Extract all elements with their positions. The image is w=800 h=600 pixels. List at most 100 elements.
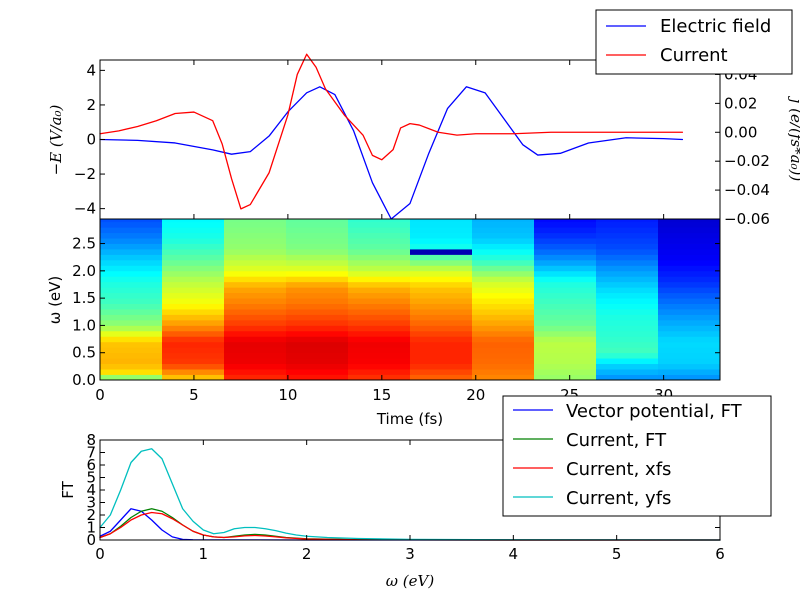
heatmap-cell [658,221,721,228]
heatmap-cell [658,259,721,266]
heatmap-cell [286,270,349,277]
heatmap-cell [286,243,349,250]
heatmap-cell [658,341,721,348]
top-series-electric-field [99,86,684,220]
heatmap-cell [100,254,163,261]
heatmap-cell [224,287,287,294]
heatmap-cell [534,319,597,326]
heatmap-cell [286,249,349,255]
heatmap-cell [658,238,721,244]
heatmap-cell [658,292,721,299]
heatmap-cell [100,265,163,272]
heatmap-cell [162,336,225,343]
heatmap-cell [472,325,535,332]
heatmap-cell [348,238,411,244]
heatmap-cell [348,292,411,299]
heatmap-cell [100,287,163,294]
heatmap-cell [348,309,411,315]
bottom-ytick-label: 6 [86,456,96,474]
heatmap-cell [410,287,473,294]
heatmap-cell [596,238,659,244]
heatmap-cell [658,374,721,381]
top-right-ytick-label: −0.04 [724,181,770,199]
heatmap-cell [534,227,597,234]
middle-xtick-label: 10 [278,386,297,404]
heatmap-cell [658,363,721,370]
heatmap-cell [100,352,163,359]
heatmap-cell [658,358,721,365]
heatmap-cell [472,352,535,359]
heatmap-cell [100,336,163,343]
heatmap-cell [162,309,225,315]
heatmap-cell [596,358,659,365]
heatmap-cell [286,238,349,244]
heatmap-cell [224,281,287,288]
heatmap-cell [100,325,163,332]
heatmap-cell [658,276,721,283]
heatmap-cell [596,369,659,375]
heatmap-cell [534,352,597,359]
bottom-ytick-label: 0 [86,531,96,549]
heatmap-cell [534,219,597,223]
heatmap-cell [472,319,535,326]
bottom-ytick-label: 4 [86,481,96,499]
heatmap-cell [658,281,721,288]
heatmap-cell [286,292,349,299]
bottom-xtick-label: 4 [509,545,519,563]
heatmap-cell [100,314,163,321]
heatmap-cell [224,265,287,272]
heatmap-cell [596,298,659,304]
bottom-ytick-label: 3 [86,494,96,512]
heatmap-cell [224,309,287,315]
heatmap-cell [286,347,349,354]
heatmap-cell [162,227,225,234]
heatmap-cell [286,358,349,365]
heatmap-cell [286,330,349,337]
heatmap-cell [534,325,597,332]
heatmap-cell [534,347,597,354]
top-legend-box [595,9,793,75]
heatmap-cell [100,363,163,370]
heatmap-cell [410,303,473,310]
heatmap-cell [224,330,287,337]
middle-ytick-label: 2.5 [72,235,96,253]
heatmap-cell [224,238,287,244]
heatmap-cell [348,221,411,228]
heatmap-cell [100,259,163,266]
bottom-ytick-label: 2 [86,506,96,524]
heatmap-cell [534,276,597,283]
heatmap-cell [286,219,349,223]
heatmap-cell [596,352,659,359]
heatmap-cell [162,347,225,354]
middle-ytick-label: 0.0 [72,371,96,389]
heatmap-cell [534,358,597,365]
heatmap-cell [162,243,225,250]
heatmap-cell [410,363,473,370]
heatmap-cell [472,238,535,244]
heatmap-cell [162,259,225,266]
heatmap-cell [534,363,597,370]
heatmap-cell [596,281,659,288]
heatmap-cell [596,219,659,223]
heatmap-cell [658,219,721,223]
heatmap-cell [410,270,473,277]
heatmap-cell [472,374,535,381]
heatmap-cell [286,221,349,228]
heatmap-cell [410,347,473,354]
heatmap-cell [534,287,597,294]
heatmap-cell [100,347,163,354]
heatmap-cell [658,243,721,250]
heatmap-cell [100,276,163,283]
heatmap-cell [100,238,163,244]
heatmap-cell [596,330,659,337]
heatmap-cell [534,281,597,288]
heatmap-cell [472,232,535,239]
heatmap-cell [100,369,163,375]
heatmap-cell [348,270,411,277]
heatmap-cell [348,276,411,283]
heatmap-cell [534,221,597,228]
heatmap-cell [224,232,287,239]
heatmap-cell [658,369,721,375]
heatmap-cell [410,298,473,304]
heatmap-cell [596,249,659,255]
